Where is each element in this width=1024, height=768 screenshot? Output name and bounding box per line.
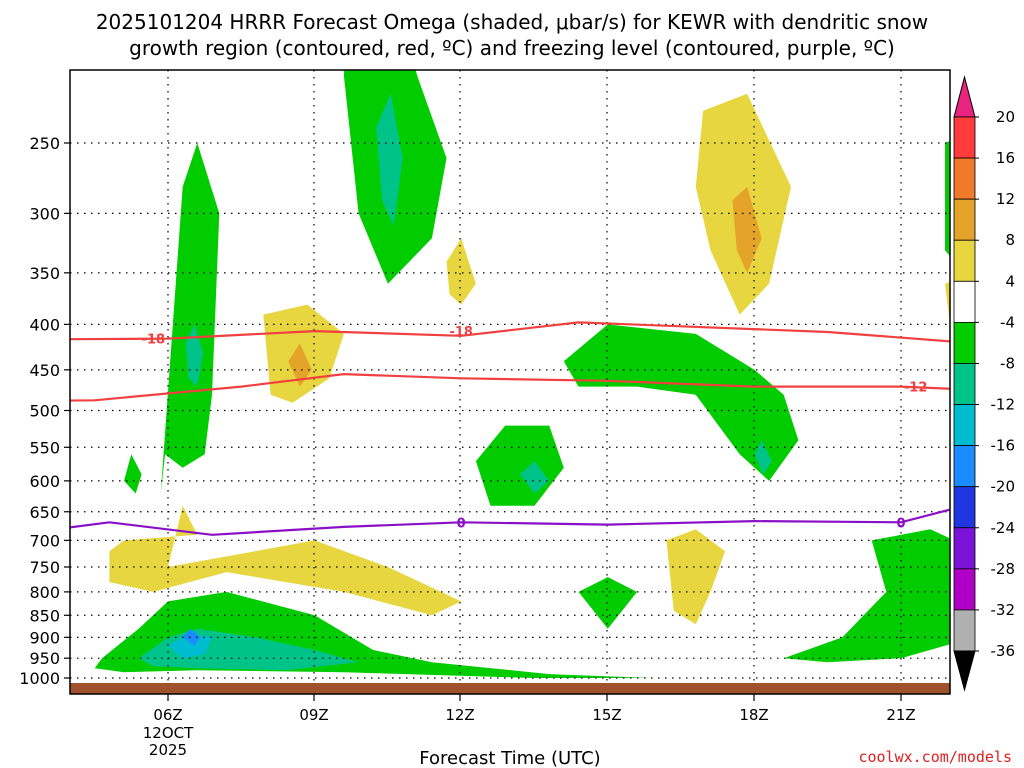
omega-region-0 [160,143,220,494]
ytick-label-750: 750 [29,558,60,577]
dgz-contour-0-label-1: -18 [449,325,473,340]
colorbar-label-10: -24 [991,519,1016,537]
ytick-label-1000: 1000 [19,669,60,688]
ytick-label-900: 900 [29,628,60,647]
omega-region-23 [982,158,1024,262]
dgz-contour-0-line [70,321,950,343]
x-axis-label: Forecast Time (UTC) [419,748,600,768]
ytick-label-300: 300 [29,204,60,223]
dgz-contour-1-label-0: -12 [904,381,928,396]
ytick-label-950: 950 [29,649,60,668]
colorbar-label-8: -16 [991,437,1016,455]
omega-region-13 [563,324,799,481]
colorbar-label-3: 8 [1005,231,1015,249]
colorbar-swatch-0 [953,116,976,159]
ytick-label-250: 250 [29,134,60,153]
colorbar-swatch-5 [953,321,976,364]
colorbar-label-1: 16 [996,149,1015,167]
omega-region-1 [185,324,204,387]
omega-region-24 [945,281,950,325]
chart-title-line2: growth region (contoured, red, ºC) and f… [129,36,895,60]
colorbar: 20 16 12 8 4 -4 -8 -12 -16 -20 -24 -28 -32 -36 [953,75,1016,692]
omega-region-11 [168,633,212,659]
plot-frame [69,69,951,695]
plot-area [70,70,950,694]
chart-title-line1: 2025101204 HRRR Forecast Omega (shaded, … [96,10,928,34]
colorbar-swatch-11 [953,568,976,611]
omega-region-19 [578,577,638,629]
omega-region-25 [974,315,1024,455]
ground-band [70,683,950,694]
omega-shading [94,70,1024,678]
colorbar-swatch-9 [953,486,976,529]
omega-region-5 [446,238,476,305]
colorbar-label-6: -8 [1000,354,1015,372]
xtick-label-12Z: 12Z [445,706,474,724]
colorbar-swatch-10 [953,527,976,570]
colorbar-label-4: 4 [1005,272,1015,290]
ytick-label-500: 500 [29,402,60,421]
colorbar-swatch-3 [953,239,976,282]
freezing-level-contour-line [70,508,950,536]
colorbar-label-11: -28 [991,560,1016,578]
omega-region-14 [754,440,772,475]
omega-region-12 [182,628,201,646]
omega-region-4 [376,93,403,226]
ytick-label-650: 650 [29,503,60,522]
ytick-label-700: 700 [29,531,60,550]
ytick-label-400: 400 [29,315,60,334]
omega-region-8 [109,505,462,616]
ytick-label-350: 350 [29,264,60,283]
colorbar-swatch-8 [953,445,976,488]
colorbar-label-5: -4 [1000,313,1015,331]
ytick-label-550: 550 [29,438,60,457]
dgz-contour-0-label-0: -18 [142,333,166,348]
omega-region-18 [732,186,762,273]
xtick-label-15Z: 15Z [592,706,621,724]
ytick-label-850: 850 [29,606,60,625]
dgz-contour-1-line [70,372,950,402]
date-label-year: 2025 [149,741,187,759]
time-axis: 06Z 09Z 12Z 15Z 18Z 21Z [153,694,916,724]
colorbar-top-arrow [953,75,976,118]
colorbar-label-7: -12 [991,396,1016,414]
colorbar-swatch-1 [953,157,976,200]
colorbar-swatch-2 [953,198,976,241]
credit-text: coolwx.com/models [858,748,1012,766]
colorbar-label-2: 12 [996,190,1015,208]
pressure-axis: 250 300 350 400 450 500 550 600 650 700 750 800 850 9… [19,134,70,688]
omega-region-21 [783,529,950,663]
colorbar-swatch-12 [953,609,976,652]
omega-region-7 [288,343,312,387]
colorbar-swatch-6 [953,363,976,405]
xtick-label-09Z: 09Z [299,706,328,724]
ytick-label-800: 800 [29,583,60,602]
freezing-level-contour-label-0: 0 [457,516,466,531]
colorbar-bottom-arrow [953,650,976,692]
colorbar-label-0: 20 [996,108,1015,126]
colorbar-swatch-4 [953,280,976,323]
ytick-label-450: 450 [29,361,60,380]
colorbar-label-13: -36 [991,642,1016,660]
omega-region-2 [124,454,142,494]
colorbar-label-12: -32 [991,601,1016,619]
xtick-label-06Z: 06Z [153,706,182,724]
colorbar-label-9: -20 [991,478,1016,496]
omega-region-22 [945,140,950,257]
omega-region-16 [519,461,550,494]
xtick-label-21Z: 21Z [886,706,915,724]
omega-region-20 [666,529,726,625]
freezing-level-contour-label-1: 0 [896,516,905,531]
colorbar-swatch-7 [953,404,976,447]
date-label-month: 12OCT [143,724,194,742]
ytick-label-600: 600 [29,472,60,491]
xtick-label-18Z: 18Z [739,706,768,724]
